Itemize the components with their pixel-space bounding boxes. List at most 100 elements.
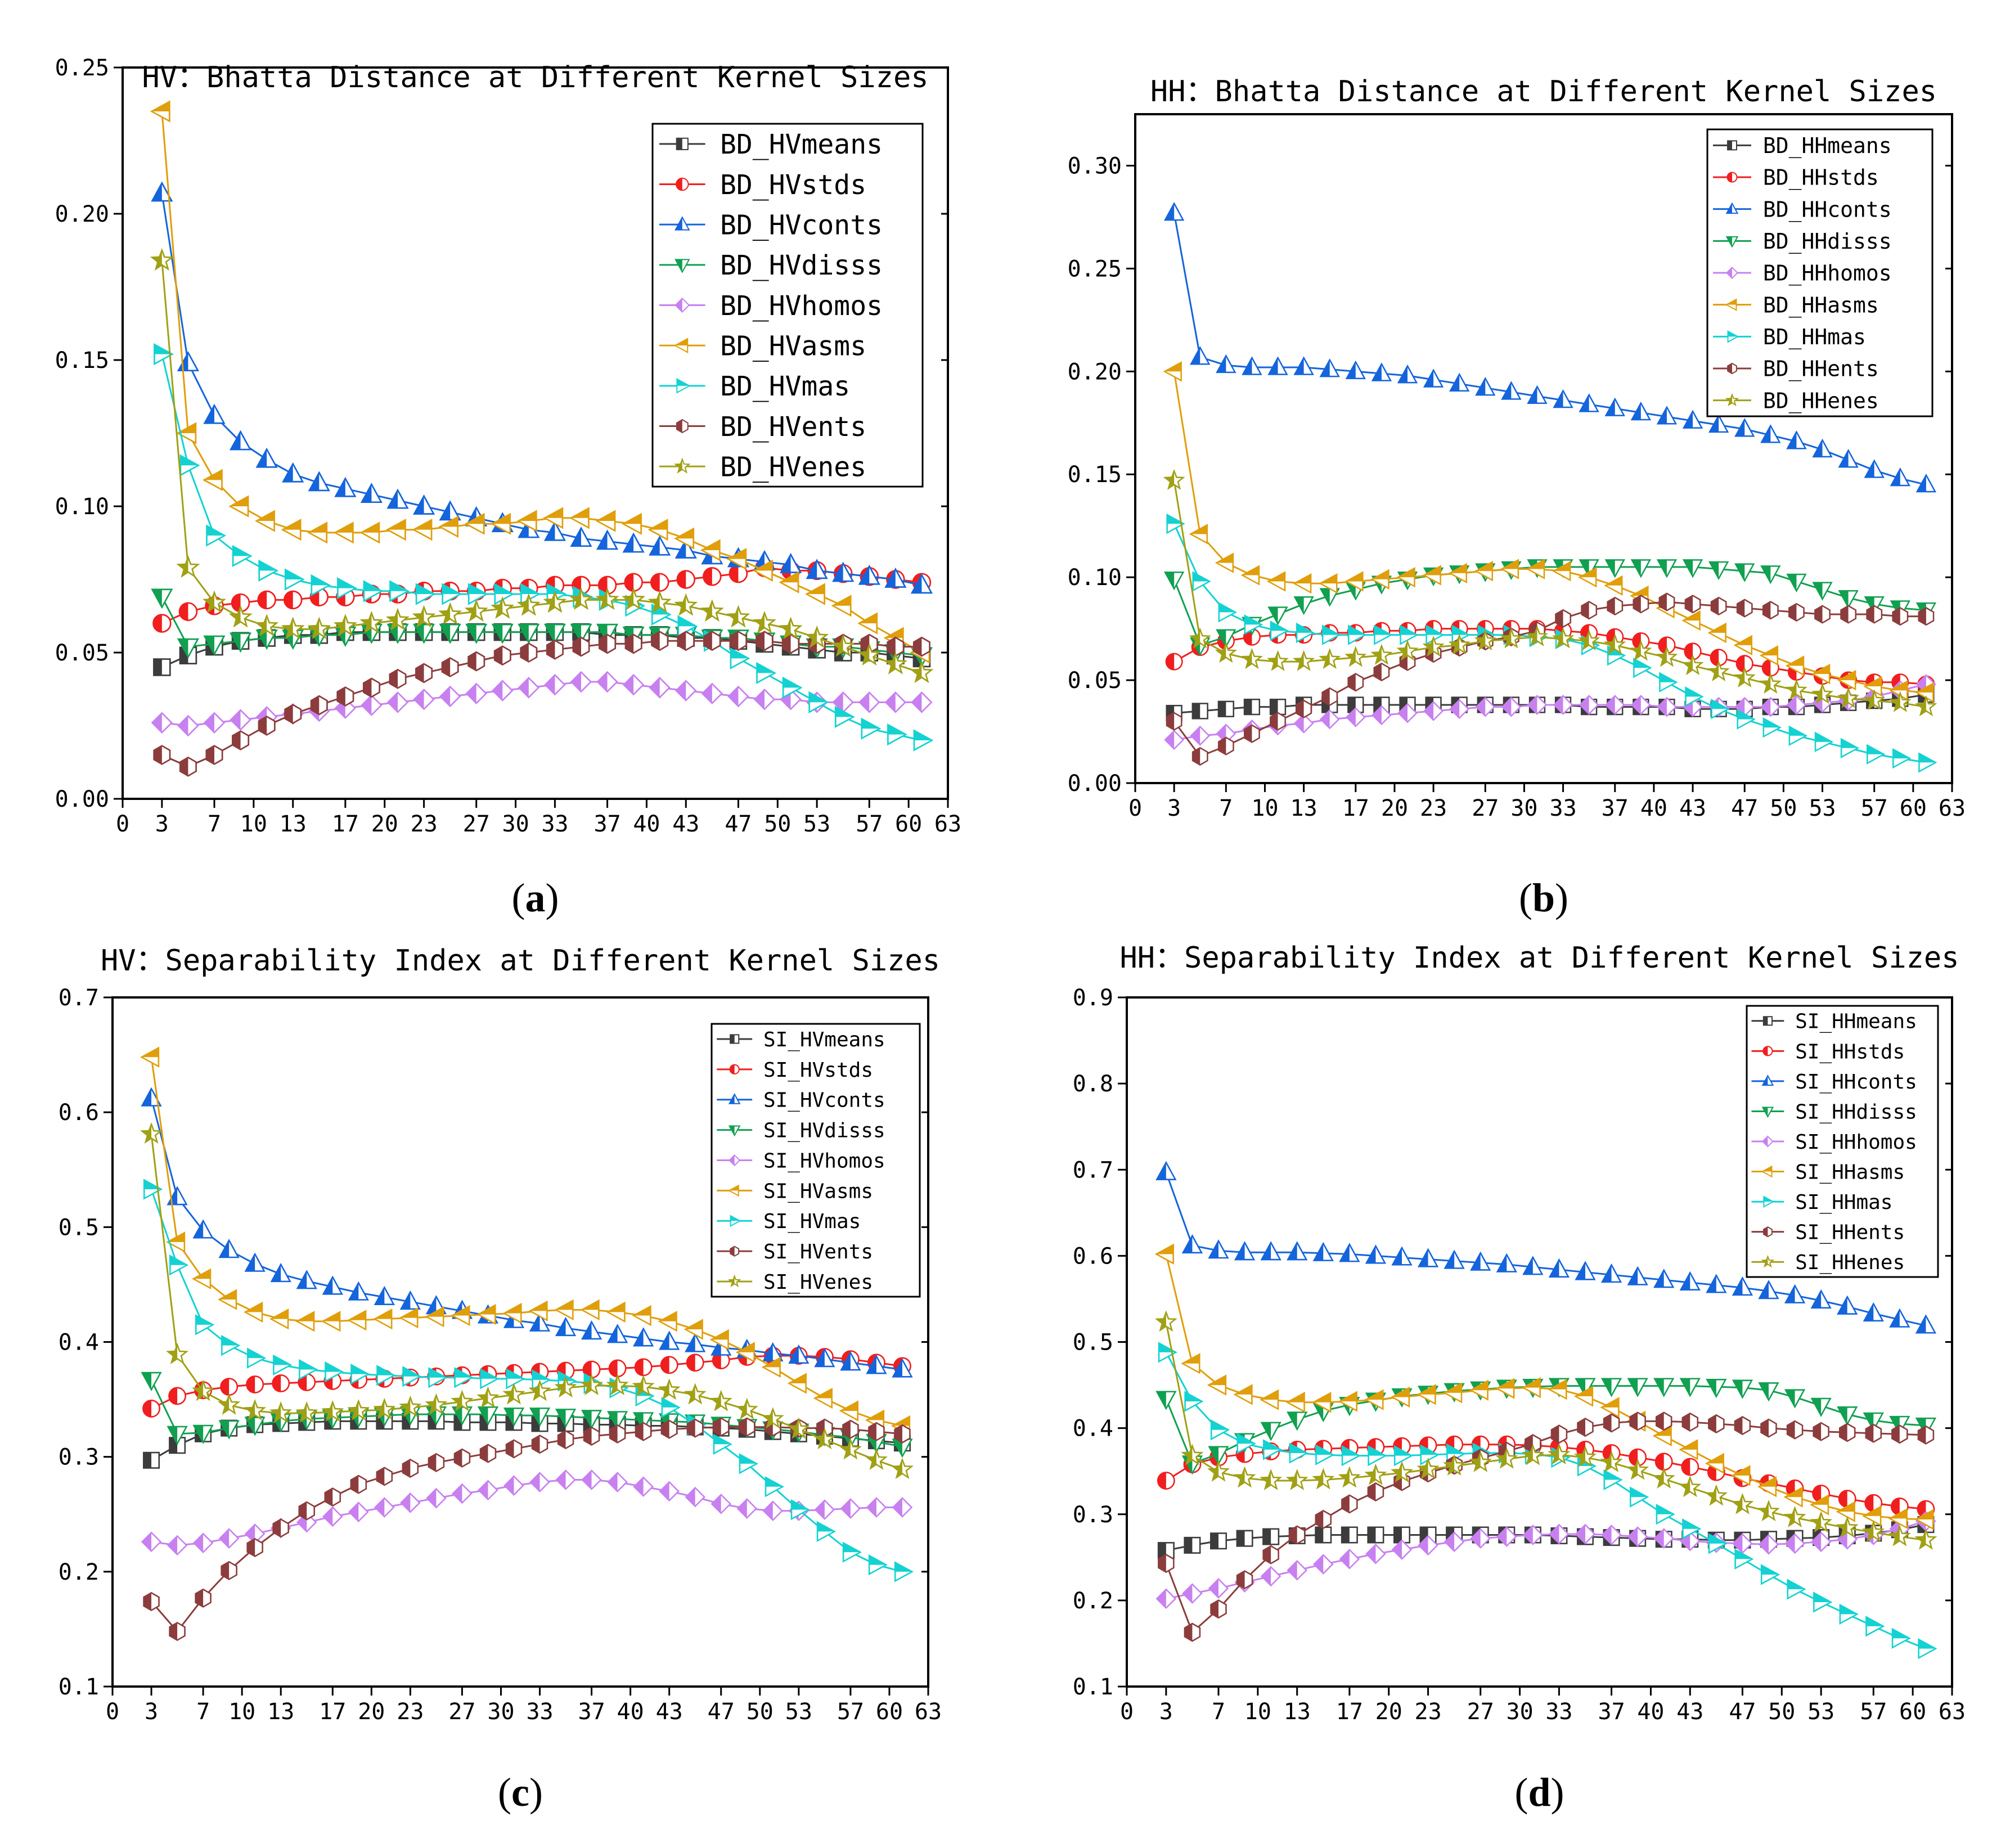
chart-b-x-tick-label: 7 [1219, 795, 1233, 821]
point-SI_HVasms [425, 1306, 444, 1328]
chart-b-x-tick-label: 20 [1381, 795, 1408, 821]
point-SI_HVents [272, 1518, 289, 1538]
point-SI_HHdisss [1260, 1422, 1281, 1441]
point-BD_HHents [1866, 605, 1883, 624]
point-BD_HVstds [283, 590, 303, 610]
point-BD_HVconts [439, 500, 461, 521]
point-SI_HVconts [659, 1330, 680, 1350]
point-BD_HHconts [1553, 389, 1573, 408]
point-SI_HHmeans [1341, 1526, 1358, 1544]
point-BD_HVconts [779, 552, 802, 573]
point-SI_HHconts [1365, 1244, 1387, 1264]
point-SI_HVconts [192, 1219, 214, 1239]
point-BD_HVdisss [229, 632, 252, 653]
point-SI_HVents [298, 1501, 316, 1521]
chart-b-x-tick-label: 17 [1342, 795, 1369, 821]
chart-d-x-tick-label: 47 [1729, 1699, 1756, 1725]
chart-c-y-tick-label: 0.7 [59, 985, 99, 1011]
point-SI_HVasms [218, 1289, 237, 1310]
point-BD_HVenes [779, 617, 803, 640]
chart-d: HH：Separability Index at Different Kerne… [1073, 941, 1966, 1815]
point-SI_HHhomos [1418, 1535, 1438, 1556]
point-BD_HHdisss [1682, 559, 1703, 578]
chart-d-x-tick-label: 33 [1545, 1699, 1572, 1725]
point-BD_HHmas [1348, 624, 1367, 645]
point-BD_HVmas [415, 583, 436, 605]
point-SI_HVhomos [322, 1506, 343, 1527]
point-BD_HVents [284, 704, 302, 725]
point-SI_HVhomos [529, 1472, 550, 1492]
point-SI_HHmas [1682, 1518, 1702, 1540]
point-SI_HVenes [192, 1379, 215, 1401]
point-SI_HVmas [790, 1499, 810, 1521]
point-SI_HVents [739, 1417, 756, 1437]
point-SI_HVents [868, 1422, 885, 1441]
point-SI_HHenes [1600, 1450, 1623, 1472]
point-BD_HVhomos [649, 677, 671, 699]
point-SI_HVenes [813, 1427, 836, 1450]
point-BD_HVconts [203, 403, 226, 424]
point-SI_HVenes [140, 1122, 163, 1144]
point-SI_HVconts [840, 1351, 861, 1371]
point-BD_HHhomos [1423, 701, 1444, 721]
legend-marker-BD_HVenes [673, 457, 691, 474]
series-BD_HHents [1166, 592, 1935, 766]
point-SI_HVstds [712, 1351, 730, 1370]
point-BD_HVenes [176, 555, 200, 578]
point-BD_HHasms [1189, 524, 1208, 545]
chart-b-y-tick-label: 0.15 [1068, 462, 1122, 488]
point-SI_HHconts [1391, 1246, 1413, 1266]
point-SI_HHhomos [1810, 1531, 1832, 1553]
point-SI_HVstds [634, 1358, 653, 1377]
point-BD_HVasms [333, 521, 354, 544]
point-BD_HVstds [178, 602, 198, 621]
point-BD_HVasms [412, 519, 433, 541]
point-SI_HHenes [1233, 1466, 1256, 1488]
point-BD_HVenes [857, 643, 882, 666]
point-SI_HVconts [555, 1316, 577, 1337]
legend-label-BD_HVmeans: BD_HVmeans [720, 129, 883, 160]
point-SI_HVmas [273, 1354, 293, 1375]
point-SI_HHconts [1496, 1253, 1517, 1273]
series-line-SI_HVents [150, 1426, 903, 1633]
point-SI_HHenes [1495, 1447, 1518, 1469]
point-SI_HVhomos [452, 1483, 473, 1504]
chart-b-y-tick-label: 0.00 [1068, 771, 1122, 797]
point-BD_HVmas [467, 583, 488, 605]
point-SI_HHconts [1522, 1256, 1544, 1275]
point-BD_HVdisss [518, 623, 540, 644]
legend-label-SI_HHasms: SI_HHasms [1795, 1161, 1905, 1184]
point-SI_HHstds [1629, 1448, 1647, 1467]
legend-label-SI_HHstds: SI_HHstds [1795, 1040, 1905, 1063]
chart-d-x-tick-label: 10 [1244, 1699, 1271, 1725]
series-line-SI_HVdisss [150, 1379, 903, 1447]
point-SI_HHmas [1891, 1627, 1911, 1649]
chart-d-x-tick-label: 57 [1860, 1699, 1887, 1725]
point-SI_HHents [1681, 1412, 1699, 1432]
point-BD_HHenes [1915, 695, 1937, 717]
point-BD_HHdisss [1293, 596, 1314, 615]
point-SI_HHenes [1573, 1445, 1597, 1467]
chart-d-x-tick-label: 63 [1939, 1699, 1966, 1725]
chart-b-x-tick-label: 10 [1251, 795, 1278, 821]
point-BD_HHconts [1319, 358, 1340, 377]
point-SI_HVents [609, 1424, 626, 1444]
point-BD_HVenes [569, 587, 593, 610]
point-BD_HHents [1658, 592, 1675, 611]
point-SI_HHconts [1234, 1241, 1256, 1261]
point-BD_HHents [1555, 609, 1571, 628]
chart-c-x-tick-label: 33 [526, 1699, 553, 1725]
point-BD_HHconts [1890, 467, 1910, 487]
legend-marker-BD_HHasms [1725, 298, 1737, 311]
point-SI_HHenes [1207, 1460, 1230, 1482]
point-BD_HVents [703, 631, 721, 651]
point-SI_HVhomos [348, 1501, 369, 1522]
point-BD_HVents [232, 730, 250, 750]
point-BD_HHdisss [1708, 561, 1729, 581]
point-SI_HVhomos [659, 1481, 680, 1502]
point-SI_HVmas [765, 1476, 784, 1498]
point-BD_HHconts [1242, 356, 1262, 375]
point-SI_HVenes [321, 1400, 344, 1422]
point-SI_HVenes [632, 1375, 655, 1397]
point-BD_HHasms [1604, 575, 1623, 596]
